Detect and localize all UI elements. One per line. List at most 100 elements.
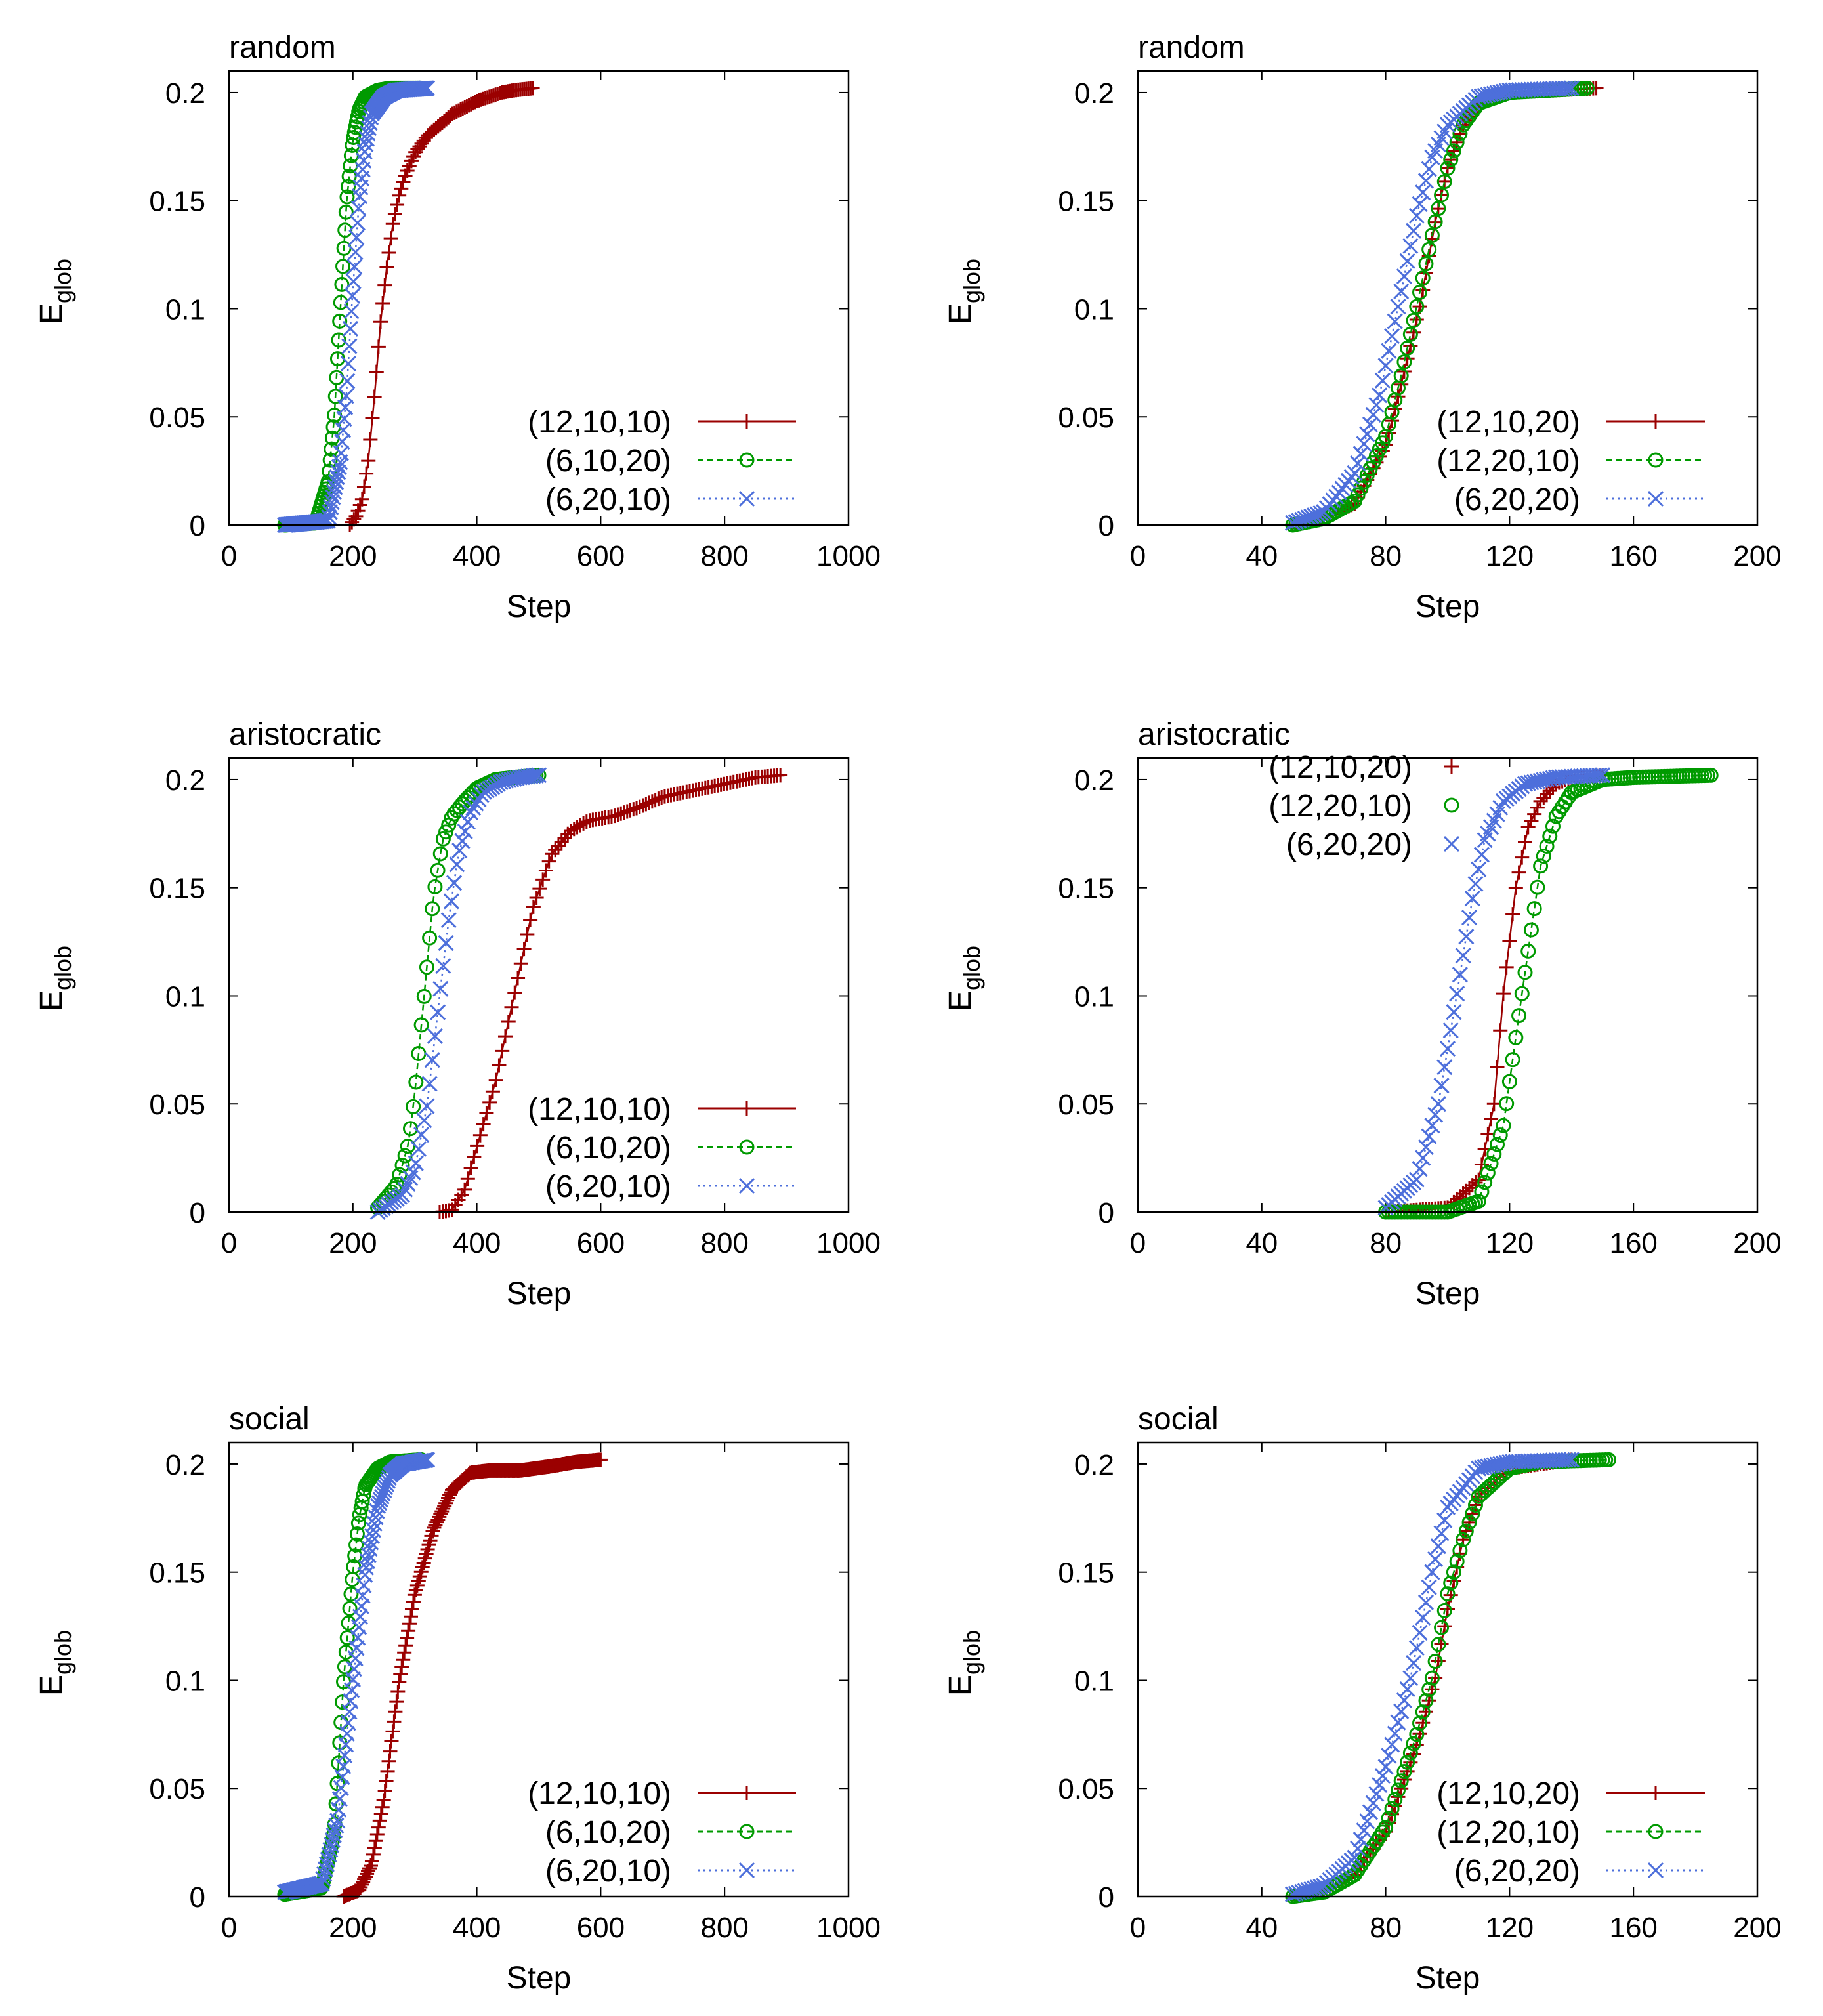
data-point bbox=[573, 818, 588, 833]
data-point bbox=[1511, 1008, 1527, 1024]
data-point bbox=[400, 1139, 415, 1154]
data-point bbox=[457, 823, 473, 840]
data-point bbox=[1526, 901, 1542, 917]
data-point bbox=[1368, 397, 1385, 413]
data-point bbox=[315, 1871, 331, 1887]
data-point bbox=[529, 891, 544, 906]
plot-frame bbox=[1137, 1441, 1759, 1898]
data-point bbox=[507, 985, 522, 1000]
data-point bbox=[344, 287, 361, 304]
data-point bbox=[1557, 1452, 1574, 1468]
data-point bbox=[341, 338, 358, 354]
data-point bbox=[1471, 1194, 1486, 1209]
data-point bbox=[504, 999, 519, 1015]
legend-marker bbox=[738, 1177, 755, 1194]
data-point bbox=[1533, 793, 1548, 808]
data-point bbox=[419, 1098, 435, 1114]
data-point bbox=[1449, 135, 1465, 150]
data-point bbox=[435, 831, 451, 847]
data-point bbox=[422, 930, 438, 946]
data-point bbox=[1458, 929, 1475, 945]
data-point bbox=[528, 767, 544, 784]
data-point bbox=[1402, 1670, 1419, 1687]
data-point bbox=[1412, 1161, 1428, 1177]
data-point bbox=[324, 494, 340, 511]
data-point bbox=[1347, 465, 1363, 481]
data-point bbox=[346, 1559, 362, 1574]
data-point bbox=[416, 1112, 432, 1129]
data-point bbox=[1536, 790, 1551, 805]
data-point bbox=[416, 988, 432, 1004]
data-point bbox=[1511, 865, 1526, 880]
x-tick-label: 1000 bbox=[816, 1912, 881, 1944]
data-point bbox=[408, 1074, 424, 1090]
data-point bbox=[1362, 1804, 1379, 1820]
data-point bbox=[427, 879, 443, 894]
data-point bbox=[1530, 879, 1545, 895]
legend-marker bbox=[1648, 452, 1664, 468]
x-axis-label: Step bbox=[1415, 1276, 1480, 1311]
data-point bbox=[593, 1452, 608, 1467]
data-point bbox=[1439, 1041, 1456, 1057]
data-point bbox=[413, 1127, 430, 1143]
data-point bbox=[347, 244, 364, 261]
legend-label: (12,10,20) bbox=[1436, 1776, 1580, 1811]
data-point bbox=[532, 881, 547, 896]
x-tick-label: 0 bbox=[1130, 1227, 1146, 1259]
data-point bbox=[1505, 907, 1520, 922]
data-point bbox=[1399, 1681, 1415, 1698]
x-tick-label: 800 bbox=[700, 1912, 748, 1944]
data-point bbox=[1532, 772, 1549, 789]
series bbox=[1378, 768, 1610, 1219]
data-point bbox=[361, 453, 376, 469]
x-tick-label: 600 bbox=[577, 1227, 625, 1259]
x-tick-label: 200 bbox=[1733, 1227, 1781, 1259]
data-point bbox=[1365, 406, 1381, 423]
data-point bbox=[1591, 767, 1608, 784]
data-point bbox=[1431, 201, 1446, 217]
y-tick-label: 0 bbox=[1099, 1881, 1114, 1914]
data-point bbox=[1542, 828, 1558, 844]
data-point bbox=[356, 479, 371, 494]
data-point bbox=[1394, 377, 1409, 392]
series bbox=[276, 80, 436, 534]
y-tick-label: 0.15 bbox=[1058, 186, 1114, 218]
data-point bbox=[570, 820, 585, 835]
data-point bbox=[410, 1141, 427, 1158]
data-point bbox=[394, 1660, 409, 1675]
legend-marker bbox=[740, 1786, 754, 1800]
x-tick-label: 80 bbox=[1370, 1912, 1402, 1944]
data-point bbox=[325, 489, 341, 505]
data-point bbox=[1455, 948, 1471, 964]
data-point bbox=[1291, 1885, 1307, 1901]
data-point bbox=[1359, 426, 1375, 442]
data-point bbox=[1421, 161, 1437, 177]
data-point bbox=[385, 217, 400, 232]
data-point bbox=[379, 260, 394, 275]
data-point bbox=[322, 504, 338, 520]
y-tick-label: 0.1 bbox=[165, 1665, 205, 1697]
data-point bbox=[1589, 81, 1604, 96]
data-point bbox=[1350, 455, 1366, 472]
data-point bbox=[1496, 986, 1511, 1001]
x-tick-label: 80 bbox=[1370, 1227, 1402, 1259]
data-point bbox=[1424, 1118, 1440, 1134]
data-point bbox=[1402, 1745, 1418, 1761]
data-point bbox=[388, 1704, 403, 1719]
data-point bbox=[1408, 1171, 1425, 1188]
series-line bbox=[284, 87, 421, 526]
data-point bbox=[545, 847, 560, 862]
x-tick-label: 160 bbox=[1609, 1912, 1657, 1944]
data-point bbox=[438, 934, 454, 952]
legend-label: (6,10,20) bbox=[545, 444, 671, 478]
data-point bbox=[554, 835, 569, 849]
data-point bbox=[404, 1602, 419, 1617]
legend-marker bbox=[739, 452, 755, 468]
data-point bbox=[331, 459, 347, 475]
data-point bbox=[619, 804, 635, 819]
data-point bbox=[1400, 340, 1415, 356]
data-point bbox=[342, 1601, 358, 1616]
data-point bbox=[446, 875, 463, 891]
data-point bbox=[406, 1595, 421, 1610]
plot-frame bbox=[228, 70, 850, 526]
